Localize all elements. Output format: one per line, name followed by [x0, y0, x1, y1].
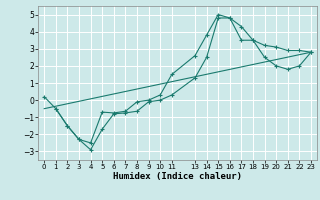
X-axis label: Humidex (Indice chaleur): Humidex (Indice chaleur)	[113, 172, 242, 181]
